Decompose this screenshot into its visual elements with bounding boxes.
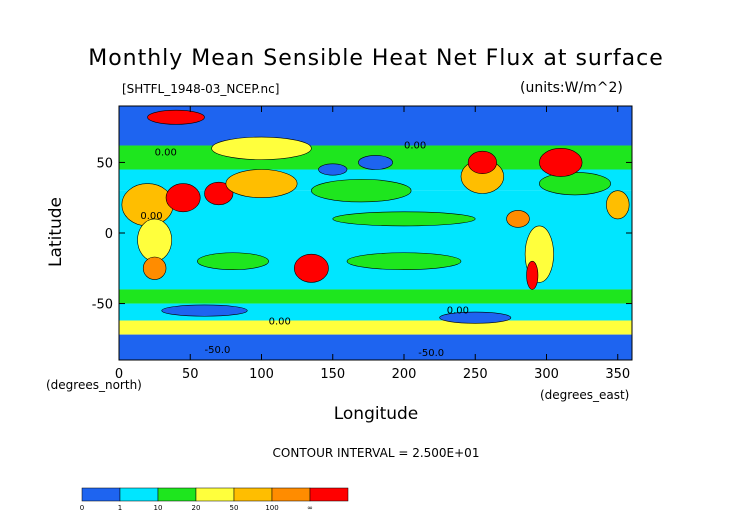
colorbar-label-4: 50 — [230, 504, 239, 512]
region-equatorial-pacific — [332, 211, 476, 227]
region-australia — [293, 253, 329, 283]
x-axis-label: Longitude — [333, 404, 419, 424]
y-axis-label: Latitude — [46, 197, 66, 267]
y-tick-label--50: -50 — [92, 298, 113, 313]
region-andes — [526, 260, 539, 290]
region-arctic-europe — [147, 109, 205, 125]
colorbar-swatch-0 — [81, 487, 121, 502]
region-cold-kuroshio — [318, 163, 348, 176]
y-tick-label-50: 50 — [96, 156, 113, 171]
x-tick-label-150: 150 — [320, 367, 345, 382]
file-label: [SHTFL_1948-03_NCEP.nc] — [122, 82, 280, 96]
colorbar-swatch-4 — [233, 487, 273, 502]
region-arabia — [165, 183, 201, 213]
heatmap-field — [119, 106, 632, 360]
contour-label: 0.00 — [447, 305, 469, 316]
contour-label: -50.0 — [418, 348, 444, 359]
colorbar-swatch-1 — [119, 487, 159, 502]
x-tick-label-200: 200 — [392, 367, 417, 382]
contour-label: -50.0 — [205, 345, 231, 356]
region-india — [204, 181, 234, 206]
band-arctic — [119, 106, 632, 146]
region-west-africa — [606, 190, 630, 220]
region-africa-central — [137, 218, 173, 262]
band-south-midlat — [119, 289, 632, 304]
region-siberia — [211, 136, 312, 160]
contour-label: 0.00 — [140, 211, 162, 222]
region-south-africa — [142, 256, 167, 280]
colorbar-label-1: 1 — [118, 504, 122, 512]
region-cold-indian — [161, 304, 248, 317]
colorbar-label-6: ∞ — [307, 504, 313, 512]
region-central-asia — [225, 169, 298, 199]
region-labrador — [539, 148, 583, 177]
colorbar-swatch-2 — [157, 487, 197, 502]
region-cold-southern — [439, 311, 512, 324]
colorbar-label-5: 100 — [265, 504, 278, 512]
x-tick-label-0: 0 — [115, 367, 123, 382]
x-tick-label-100: 100 — [249, 367, 274, 382]
x-tick-label-350: 350 — [605, 367, 630, 382]
x-tick-label-250: 250 — [463, 367, 488, 382]
contour-interval-label: CONTOUR INTERVAL = 2.500E+01 — [272, 446, 480, 460]
region-south-pacific — [346, 252, 462, 270]
colorbar-swatch-3 — [195, 487, 235, 502]
y-tick-label-0: 0 — [105, 227, 113, 242]
colorbar-swatch-5 — [271, 487, 311, 502]
x-tick-label-300: 300 — [534, 367, 559, 382]
x-unit-label: (degrees_east) — [540, 388, 630, 402]
contour-label: 0.00 — [404, 140, 426, 151]
region-rockies — [467, 150, 497, 175]
region-cold-pacific — [358, 155, 393, 170]
region-north-atlantic — [539, 172, 611, 196]
colorbar-label-0: 0 — [80, 504, 84, 512]
band-antarctic-edge — [119, 320, 632, 335]
colorbar-label-3: 20 — [192, 504, 201, 512]
region-north-pacific — [311, 179, 412, 203]
y-unit-label: (degrees_north) — [46, 378, 142, 392]
contour-label: 0.00 — [155, 147, 177, 158]
band-antarctic — [119, 334, 632, 360]
region-central-america — [506, 210, 530, 228]
colorbar-swatch-6 — [309, 487, 349, 502]
contour-label: 0.00 — [269, 317, 291, 328]
colorbar-label-2: 10 — [154, 504, 163, 512]
x-tick-label-50: 50 — [182, 367, 199, 382]
chart-title: Monthly Mean Sensible Heat Net Flux at s… — [88, 46, 664, 71]
region-indian-ocean — [197, 252, 269, 270]
units-label: (units:W/m^2) — [520, 80, 623, 96]
